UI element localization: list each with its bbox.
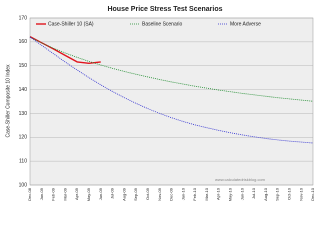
x-tick-label: Nov-09 (157, 187, 162, 201)
chart-title: House Price Stress Test Scenarios (107, 6, 222, 13)
x-tick-label: Dec-08 (27, 187, 32, 201)
plot-area (29, 17, 314, 186)
x-tick-label: May-10 (228, 187, 233, 201)
series-line (29, 36, 314, 144)
x-tick-label: Nov-10 (298, 187, 303, 201)
y-axis-label: Case-Shiller Composite 10 Index (5, 64, 11, 138)
x-tick-label: Oct-10 (286, 187, 291, 200)
y-tick-label: 170 (19, 15, 28, 21)
x-tick-label: Jul-10 (251, 187, 256, 199)
x-tick-label: Dec-10 (310, 187, 315, 201)
y-tick-label: 130 (19, 111, 28, 117)
x-tick-label: Sep-09 (133, 187, 138, 201)
x-tick-label: Jun-09 (98, 187, 103, 200)
legend-label: More Adverse (230, 21, 261, 27)
x-tick-label: May-09 (86, 187, 91, 201)
x-tick-label: Jan-10 (180, 187, 185, 200)
series-line (29, 36, 314, 102)
x-tick-label: Jul-09 (110, 187, 115, 199)
x-tick-label: Apr-09 (74, 187, 79, 200)
y-tick-label: 140 (19, 87, 28, 93)
x-tick-label: Apr-10 (216, 187, 221, 200)
x-tick-label: Sep-10 (275, 187, 280, 201)
y-tick-label: 110 (19, 158, 27, 164)
y-tick-label: 120 (19, 135, 28, 141)
chart: House Price Stress Test Scenarios Case-S… (5, 5, 316, 202)
x-tick-label: Jun-10 (239, 187, 244, 200)
x-tick-label: Oct-09 (145, 187, 150, 200)
y-tick-label: 160 (19, 39, 28, 45)
x-tick-label: Mar-09 (62, 187, 67, 200)
x-tick-label: Dec-09 (169, 187, 174, 201)
watermark: www.calculatedriskblog.com (215, 177, 266, 182)
x-tick-label: Feb-09 (51, 187, 56, 200)
series-line (29, 35, 101, 65)
x-tick-label: Mar-10 (204, 187, 209, 200)
legend-label: Case-Shiller 10 (SA) (48, 21, 94, 27)
y-tick-label: 150 (19, 63, 28, 69)
x-tick-label: Aug-09 (121, 187, 126, 201)
y-tick-label: 100 (19, 182, 28, 188)
x-tick-label: Jan-09 (39, 187, 44, 200)
x-tick-label: Feb-10 (192, 187, 197, 200)
legend-label: Baseline Scenario (142, 21, 183, 27)
x-tick-label: Aug-10 (263, 187, 268, 201)
